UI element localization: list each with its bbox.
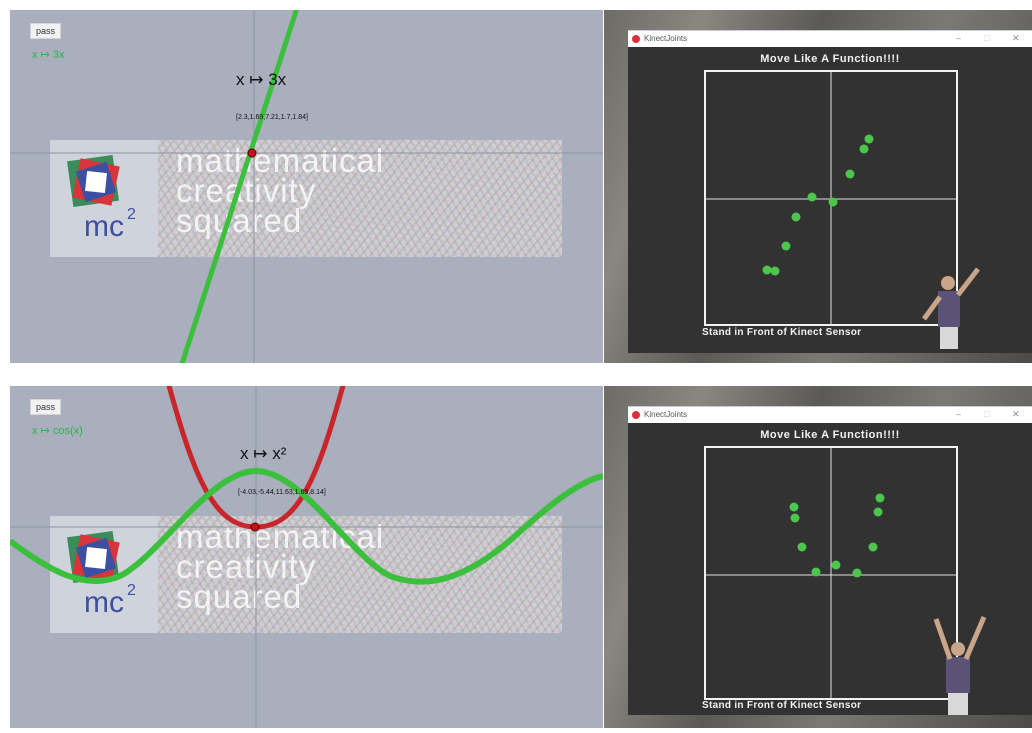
graph-canvas-bottom[interactable] (10, 386, 603, 728)
joint-dots (762, 134, 874, 276)
person-silhouette (921, 267, 980, 349)
mc2-logo: mc 2 (50, 140, 158, 257)
joint-dot (831, 560, 841, 570)
kinect-footer: Stand in Front of Kinect Sensor (702, 327, 862, 338)
kinect-window-bottom: KinectJoints – □ ✕ Move Like A Function!… (628, 406, 1032, 715)
kinect-heading: Move Like A Function!!!! (760, 53, 900, 65)
pass-button[interactable]: pass (30, 23, 62, 39)
coords-readout: [2.3,1.69,7.21,1.7,1.84] (236, 114, 309, 121)
plot-frame (704, 70, 958, 326)
top-row: mc 2 mathematical creativity squared pass… (0, 10, 1032, 363)
tracked-point[interactable] (250, 522, 260, 532)
graph-panel-top[interactable]: mc 2 mathematical creativity squared pass… (10, 10, 603, 363)
joint-dot (791, 212, 801, 222)
cosine-curve (10, 467, 603, 585)
person-silhouette (933, 616, 987, 715)
joint-dot (845, 169, 855, 179)
kinect-window-top: KinectJoints – □ ✕ Move Like A Function!… (628, 30, 1032, 353)
joint-dots (789, 493, 885, 578)
title-bar: KinectJoints – □ ✕ (628, 407, 1032, 423)
joints-plot (706, 72, 956, 324)
graph-canvas-top[interactable] (10, 10, 603, 363)
joint-dot (789, 502, 799, 512)
joints-plot (706, 448, 956, 698)
tree-artwork (158, 516, 562, 633)
joint-dot (828, 197, 838, 207)
mc2-banner: mc 2 mathematical creativity squared (50, 516, 562, 633)
kinect-footer: Stand in Front of Kinect Sensor (702, 700, 862, 711)
function-label: x ↦ cos(x) (32, 425, 83, 437)
tracked-point[interactable] (247, 148, 257, 158)
bottom-row: mc 2 mathematical creativity squared pass… (0, 386, 1032, 728)
title-bar: KinectJoints – □ ✕ (628, 31, 1032, 47)
maximize-button[interactable]: □ (984, 33, 990, 43)
joint-dot (781, 241, 791, 251)
mc2-logo-text: mc 2 (84, 582, 136, 619)
graph-panel-bottom[interactable]: mc 2 mathematical creativity squared pass… (10, 386, 603, 728)
pass-button[interactable]: pass (30, 399, 62, 415)
mc2-logo-icon (67, 531, 120, 583)
close-button[interactable]: ✕ (1012, 409, 1020, 419)
minimize-button[interactable]: – (956, 409, 962, 419)
joint-dot (852, 568, 862, 578)
function-label: x ↦ 3x (32, 49, 65, 61)
joint-dot (864, 134, 874, 144)
coords-readout: [-4.03,-5.44,11.63,1.65,8.14] (238, 489, 326, 496)
function-title: x ↦ x² (240, 444, 287, 463)
mc2-logo-text: mc 2 (84, 206, 136, 243)
joint-dot (790, 513, 800, 523)
mc2-logo: mc 2 (50, 516, 158, 633)
joint-dot (762, 265, 772, 275)
plot-frame (704, 446, 958, 700)
function-title: x ↦ 3x (236, 70, 287, 89)
app-icon (632, 411, 640, 419)
minimize-button[interactable]: – (956, 33, 962, 43)
mc2-logo-icon (67, 155, 120, 207)
kinect-heading: Move Like A Function!!!! (760, 429, 900, 441)
line-3x (179, 10, 300, 363)
joint-dot (868, 542, 878, 552)
joint-dot (797, 542, 807, 552)
window-title: KinectJoints (644, 34, 688, 43)
window-title: KinectJoints (644, 410, 688, 419)
joint-dot (811, 567, 821, 577)
maximize-button[interactable]: □ (984, 409, 990, 419)
joint-dot (807, 192, 817, 202)
joint-dot (859, 144, 869, 154)
close-button[interactable]: ✕ (1012, 33, 1020, 43)
joint-dot (770, 266, 780, 276)
joint-dot (875, 493, 885, 503)
banner-words: mathematical creativity squared (176, 518, 385, 615)
app-icon (632, 35, 640, 43)
banner-words: mathematical creativity squared (176, 142, 385, 239)
mc2-banner: mc 2 mathematical creativity squared (50, 140, 562, 257)
joint-dot (873, 507, 883, 517)
